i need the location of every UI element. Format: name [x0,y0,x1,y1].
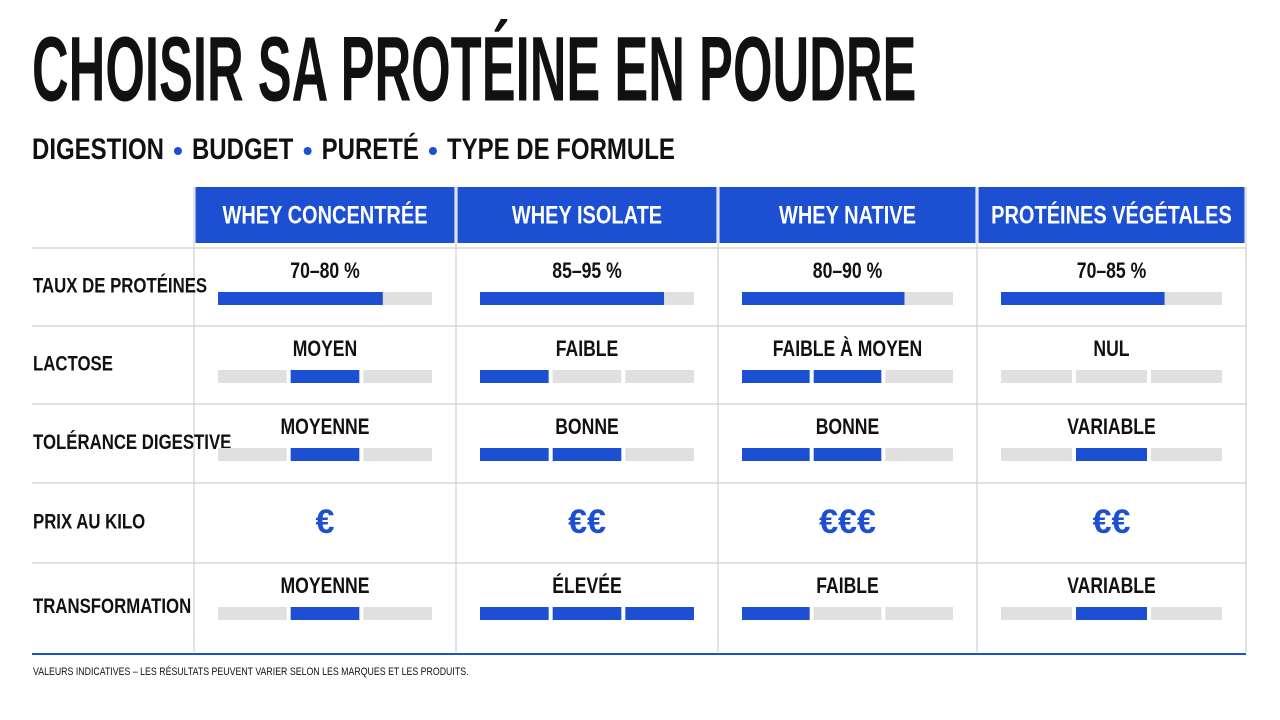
level-segment [742,448,810,461]
level-segment [625,370,694,383]
cell-value: 70–85 % [1077,259,1147,283]
level-segment [363,370,432,383]
column-header [195,187,455,243]
level-segment [625,607,694,620]
level-segment [1076,448,1147,461]
column-header-label: WHEY ISOLATE [512,202,662,230]
level-segment [1076,370,1147,383]
cell-value: VARIABLE [1067,574,1156,598]
cell-value: MOYENNE [281,574,370,598]
level-segment [1076,607,1147,620]
bar-fill [218,292,383,305]
cell-value: 70–80 % [290,259,360,283]
bar-fill [480,292,665,305]
level-segment [363,448,432,461]
level-segment [290,448,360,461]
cell-value: FAIBLE À MOYEN [773,336,922,361]
column-header-label: PROTÉINES VÉGÉTALES [991,202,1232,230]
cell-value: ÉLEVÉE [552,573,621,598]
subtitle-item: TYPE DE FORMULE [447,131,675,165]
title: CHOISIR SA PROTÉINE EN POUDRE [32,17,916,121]
row-label: TAUX DE PROTÉINES [33,274,207,298]
level-segment [1001,607,1072,620]
subtitle-item: BUDGET [192,131,294,165]
level-segment [1151,370,1222,383]
row-label: TRANSFORMATION [33,595,191,618]
column-header [719,187,976,243]
level-segment [363,607,432,620]
column-header-label: WHEY CONCENTRÉE [222,202,427,230]
row-label: TOLÉRANCE DIGESTIVE [33,430,231,454]
price-symbol: € [316,503,335,541]
level-segment [480,370,549,383]
level-segment [885,607,953,620]
level-segment [1151,607,1222,620]
column-header [457,187,717,243]
bullet [428,147,437,155]
level-segment [218,370,287,383]
level-segment [813,607,882,620]
cell-value: NUL [1093,337,1129,361]
bar-fill [1001,292,1165,305]
cell-value: MOYEN [293,337,357,361]
level-segment [885,370,953,383]
level-segment [552,607,622,620]
subtitle-item: DIGESTION [32,131,164,165]
level-segment [552,370,622,383]
level-segment [480,448,549,461]
level-segment [480,607,549,620]
cell-value: FAIBLE [556,337,619,361]
bullet [173,147,182,155]
cell-value: 85–95 % [552,259,622,283]
row-label: LACTOSE [33,353,113,376]
price-symbol: €€ [568,503,606,541]
cell-value: MOYENNE [281,415,370,439]
level-segment [813,448,882,461]
level-segment [218,607,287,620]
bullet [303,147,312,155]
level-segment [1001,448,1072,461]
price-symbol: €€€ [819,503,876,541]
level-segment [885,448,953,461]
price-symbol: €€ [1093,503,1131,541]
level-segment [1001,370,1072,383]
cell-value: 80–90 % [813,259,883,283]
level-segment [742,370,810,383]
bar-fill [742,292,905,305]
subtitle-item: PURETÉ [322,131,419,165]
column-header-label: WHEY NATIVE [779,202,916,230]
column-header [978,187,1245,243]
cell-value: BONNE [816,415,880,439]
cell-value: FAIBLE [816,574,879,598]
level-segment [813,370,882,383]
level-segment [742,607,810,620]
level-segment [218,448,287,461]
level-segment [290,370,360,383]
footnote: VALEURS INDICATIVES – LES RÉSULTATS PEUV… [33,666,469,678]
level-segment [290,607,360,620]
row-label: PRIX AU KILO [33,511,145,534]
level-segment [625,448,694,461]
cell-value: VARIABLE [1067,415,1156,439]
cell-value: BONNE [555,415,619,439]
level-segment [1151,448,1222,461]
level-segment [552,448,622,461]
